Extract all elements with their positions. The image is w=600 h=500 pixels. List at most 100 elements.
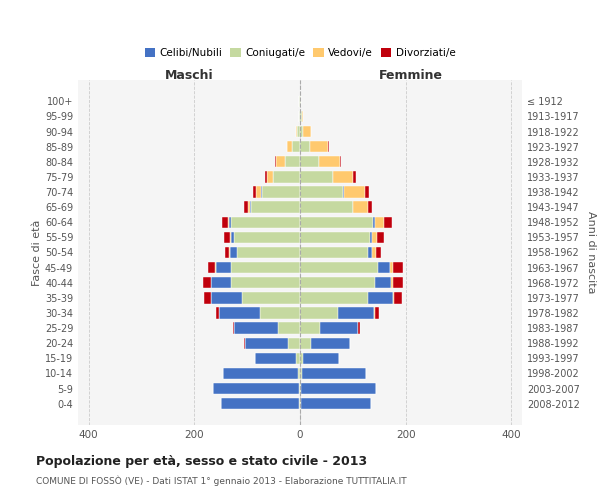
Bar bbox=[296, 126, 298, 137]
Bar bbox=[298, 368, 300, 379]
Bar bbox=[368, 292, 393, 304]
Bar bbox=[225, 247, 229, 258]
Bar bbox=[384, 216, 392, 228]
Bar bbox=[300, 247, 368, 258]
Bar bbox=[223, 368, 298, 379]
Bar bbox=[319, 156, 340, 168]
Bar bbox=[300, 277, 375, 288]
Bar bbox=[300, 156, 319, 168]
Bar bbox=[253, 186, 256, 198]
Bar bbox=[299, 383, 300, 394]
Bar bbox=[340, 156, 341, 168]
Text: Popolazione per età, sesso e stato civile - 2013: Popolazione per età, sesso e stato civil… bbox=[36, 455, 367, 468]
Bar bbox=[300, 111, 302, 122]
Bar bbox=[219, 308, 260, 318]
Bar bbox=[223, 216, 227, 228]
Bar bbox=[300, 186, 343, 198]
Bar bbox=[372, 247, 376, 258]
Bar bbox=[231, 232, 234, 243]
Bar bbox=[320, 322, 358, 334]
Bar bbox=[300, 368, 302, 379]
Bar bbox=[301, 398, 371, 409]
Bar bbox=[300, 398, 301, 409]
Y-axis label: Anni di nascita: Anni di nascita bbox=[586, 211, 596, 294]
Bar bbox=[234, 232, 300, 243]
Bar bbox=[376, 247, 382, 258]
Bar bbox=[300, 172, 333, 182]
Bar bbox=[245, 338, 289, 349]
Bar bbox=[299, 398, 300, 409]
Bar bbox=[244, 202, 248, 213]
Bar bbox=[300, 141, 310, 152]
Bar bbox=[358, 322, 360, 334]
Bar bbox=[217, 308, 219, 318]
Bar bbox=[333, 172, 353, 182]
Bar bbox=[211, 277, 231, 288]
Bar bbox=[393, 277, 403, 288]
Bar bbox=[375, 277, 391, 288]
Bar bbox=[217, 262, 231, 274]
Bar bbox=[300, 383, 301, 394]
Bar bbox=[353, 172, 356, 182]
Bar bbox=[300, 262, 378, 274]
Y-axis label: Fasce di età: Fasce di età bbox=[32, 220, 42, 286]
Bar bbox=[230, 232, 231, 243]
Bar bbox=[311, 338, 350, 349]
Bar bbox=[373, 216, 374, 228]
Text: Maschi: Maschi bbox=[164, 68, 214, 82]
Bar bbox=[300, 126, 303, 137]
Bar bbox=[229, 216, 231, 228]
Bar bbox=[298, 126, 300, 137]
Bar bbox=[292, 141, 300, 152]
Bar bbox=[248, 202, 250, 213]
Bar bbox=[233, 322, 235, 334]
Bar bbox=[203, 277, 211, 288]
Bar bbox=[285, 156, 300, 168]
Bar bbox=[368, 247, 372, 258]
Bar bbox=[260, 308, 300, 318]
Bar bbox=[261, 186, 262, 198]
Bar bbox=[250, 202, 251, 213]
Bar bbox=[236, 247, 300, 258]
Bar bbox=[370, 232, 372, 243]
Bar bbox=[310, 141, 328, 152]
Bar bbox=[289, 338, 300, 349]
Bar bbox=[278, 322, 300, 334]
Bar bbox=[251, 202, 300, 213]
Bar bbox=[300, 292, 368, 304]
Bar bbox=[377, 232, 383, 243]
Bar bbox=[205, 292, 211, 304]
Bar bbox=[296, 352, 300, 364]
Bar bbox=[378, 262, 390, 274]
Bar bbox=[390, 262, 393, 274]
Bar bbox=[300, 202, 353, 213]
Bar bbox=[394, 292, 402, 304]
Legend: Celibi/Nubili, Coniugati/e, Vedovi/e, Divorziati/e: Celibi/Nubili, Coniugati/e, Vedovi/e, Di… bbox=[140, 44, 460, 62]
Bar bbox=[229, 247, 230, 258]
Text: Femmine: Femmine bbox=[379, 68, 443, 82]
Bar bbox=[221, 398, 299, 409]
Bar bbox=[267, 172, 272, 182]
Bar bbox=[372, 232, 377, 243]
Bar bbox=[368, 202, 373, 213]
Bar bbox=[211, 292, 242, 304]
Bar bbox=[301, 383, 376, 394]
Bar bbox=[272, 172, 300, 182]
Bar bbox=[338, 308, 374, 318]
Bar bbox=[302, 368, 366, 379]
Bar bbox=[374, 216, 384, 228]
Bar bbox=[256, 186, 261, 198]
Bar bbox=[254, 352, 296, 364]
Bar bbox=[365, 186, 369, 198]
Bar bbox=[231, 262, 300, 274]
Bar bbox=[300, 232, 370, 243]
Bar bbox=[299, 111, 300, 122]
Bar bbox=[302, 111, 303, 122]
Bar bbox=[300, 352, 303, 364]
Bar bbox=[300, 322, 320, 334]
Bar bbox=[303, 352, 339, 364]
Bar bbox=[393, 262, 403, 274]
Bar bbox=[230, 247, 236, 258]
Text: COMUNE DI FOSSÒ (VE) - Dati ISTAT 1° gennaio 2013 - Elaborazione TUTTITALIA.IT: COMUNE DI FOSSÒ (VE) - Dati ISTAT 1° gen… bbox=[36, 475, 407, 486]
Bar bbox=[344, 186, 365, 198]
